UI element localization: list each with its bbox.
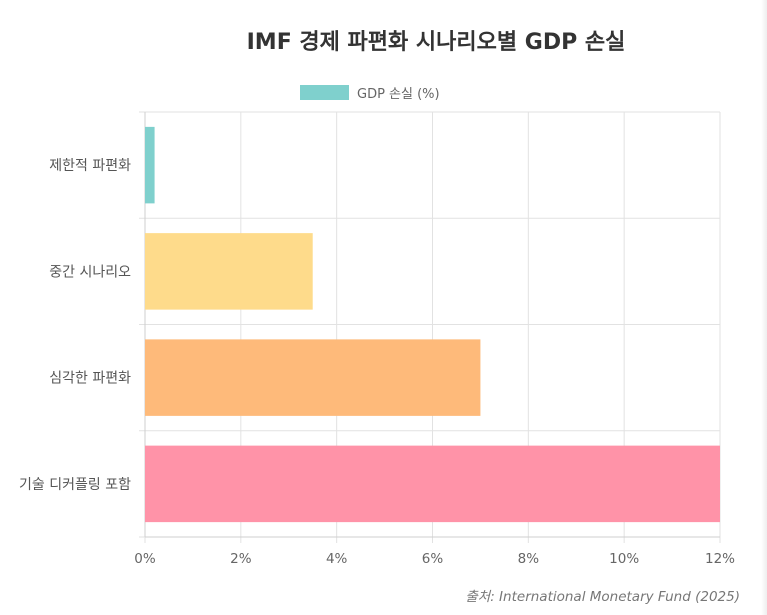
category-label: 중간 시나리오 — [49, 264, 131, 280]
bar-1 — [145, 126, 155, 204]
category-label: 기술 디커플링 포함 — [19, 477, 131, 493]
x-tick-label: 8% — [518, 551, 540, 567]
bar-4 — [145, 445, 720, 523]
x-tick-label: 10% — [609, 551, 639, 567]
window-edge — [761, 0, 767, 615]
category-label: 제한적 파편화 — [49, 158, 131, 174]
x-tick-label: 2% — [230, 551, 252, 567]
category-label: 심각한 파편화 — [49, 371, 131, 387]
source-note: 출처: International Monetary Fund (2025) — [465, 589, 740, 605]
chart-title: IMF 경제 파편화 시나리오별 GDP 손실 — [246, 30, 626, 55]
bar-2 — [145, 233, 313, 310]
legend-label: GDP 손실 (%) — [357, 86, 440, 102]
x-tick-label: 12% — [705, 551, 735, 567]
legend[interactable]: GDP 손실 (%) — [300, 82, 440, 102]
x-tick-label: 4% — [326, 551, 348, 567]
legend-swatch — [300, 84, 349, 100]
x-tick-label: 6% — [422, 551, 444, 567]
bar-3 — [145, 339, 481, 416]
x-tick-label: 0% — [134, 551, 156, 567]
